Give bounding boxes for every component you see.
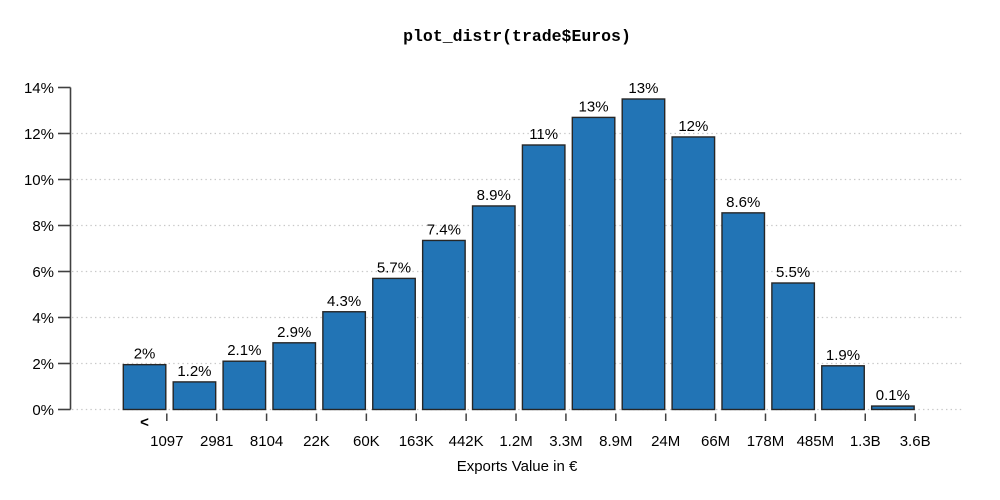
histogram-bar-14 (771, 282, 816, 411)
x-tick-label: 1.2M (499, 433, 532, 450)
histogram-bar-16 (870, 405, 915, 411)
histogram-bar-7 (421, 239, 466, 411)
bar-value-label: 5.5% (776, 264, 810, 281)
histogram-bar-11 (621, 98, 666, 411)
x-tick-label: 66M (701, 433, 730, 450)
bar-value-labels: 2% 1.2% 2.1% 2.9% 4.3% 5.7% 7.4% 8.9% 11% 13% 13% 1… (134, 80, 910, 404)
bar-value-label: 13% (628, 80, 658, 97)
histogram-bar-5 (322, 311, 367, 411)
histogram-bar-3 (222, 360, 267, 411)
histogram-bar-1 (122, 363, 167, 411)
x-tick-label: 1.3B (850, 433, 881, 450)
x-tick-label: 163K (399, 433, 434, 450)
y-tick-label: 4% (32, 310, 54, 327)
y-tick-label: 0% (32, 402, 54, 419)
x-tick-label: 3.3M (549, 433, 582, 450)
bar-value-label: 4.3% (327, 293, 361, 310)
bar-value-label: 8.6% (726, 194, 760, 211)
y-tick-label: 12% (24, 126, 54, 143)
histogram-bar-4 (272, 342, 317, 411)
bar-value-label: 2.1% (227, 342, 261, 359)
histogram-bars (122, 98, 915, 411)
x-tick-label: 22K (303, 433, 330, 450)
x-tick-label: 2981 (200, 433, 233, 450)
histogram-bar-13 (721, 212, 766, 411)
x-tick-label: 3.6B (900, 433, 931, 450)
y-tick-label: 8% (32, 218, 54, 235)
bar-value-label: 12% (678, 118, 708, 135)
bar-value-label: 8.9% (477, 187, 511, 204)
histogram-bar-2 (172, 381, 217, 411)
histogram-bar-10 (571, 116, 616, 411)
bar-value-label: 7.4% (427, 221, 461, 238)
x-tick-label: 24M (651, 433, 680, 450)
x-tick-label: 178M (747, 433, 785, 450)
bar-value-label: 1.9% (826, 347, 860, 364)
x-axis-title: Exports Value in € (457, 458, 578, 475)
bar-value-label: 13% (579, 98, 609, 115)
bar-value-label: 2% (134, 346, 156, 363)
y-tick-label: 2% (32, 356, 54, 373)
histogram-bar-12 (671, 136, 716, 411)
x-tick-label: 8.9M (599, 433, 632, 450)
y-tick-label: 14% (24, 80, 54, 97)
histogram-bar-8 (471, 205, 516, 411)
y-axis: 0% 2% 4% 6% 8% 10% 12% 14% (24, 80, 72, 419)
first-bin-marker: < (140, 414, 149, 431)
x-tick-label: 442K (449, 433, 484, 450)
bar-value-label: 5.7% (377, 259, 411, 276)
histogram-bar-15 (821, 365, 865, 411)
chart-title: plot_distr(trade$Euros) (403, 27, 631, 46)
x-tick-label: 1097 (150, 433, 183, 450)
bar-value-label: 1.2% (177, 363, 211, 380)
histogram-bar-6 (372, 277, 416, 411)
histogram-bar-9 (521, 144, 566, 411)
y-tick-label: 10% (24, 172, 54, 189)
x-tick-label: 60K (353, 433, 380, 450)
bar-value-label: 0.1% (876, 387, 910, 404)
y-tick-label: 6% (32, 264, 54, 281)
bar-value-label: 11% (529, 126, 558, 143)
x-tick-label: 485M (797, 433, 835, 450)
bar-value-label: 2.9% (277, 324, 311, 341)
x-tick-label: 8104 (250, 433, 283, 450)
x-axis: <1097 2981 8104 22K 60K 163K 442K 1.2M 3.3M 8.9M 2… (140, 413, 931, 450)
